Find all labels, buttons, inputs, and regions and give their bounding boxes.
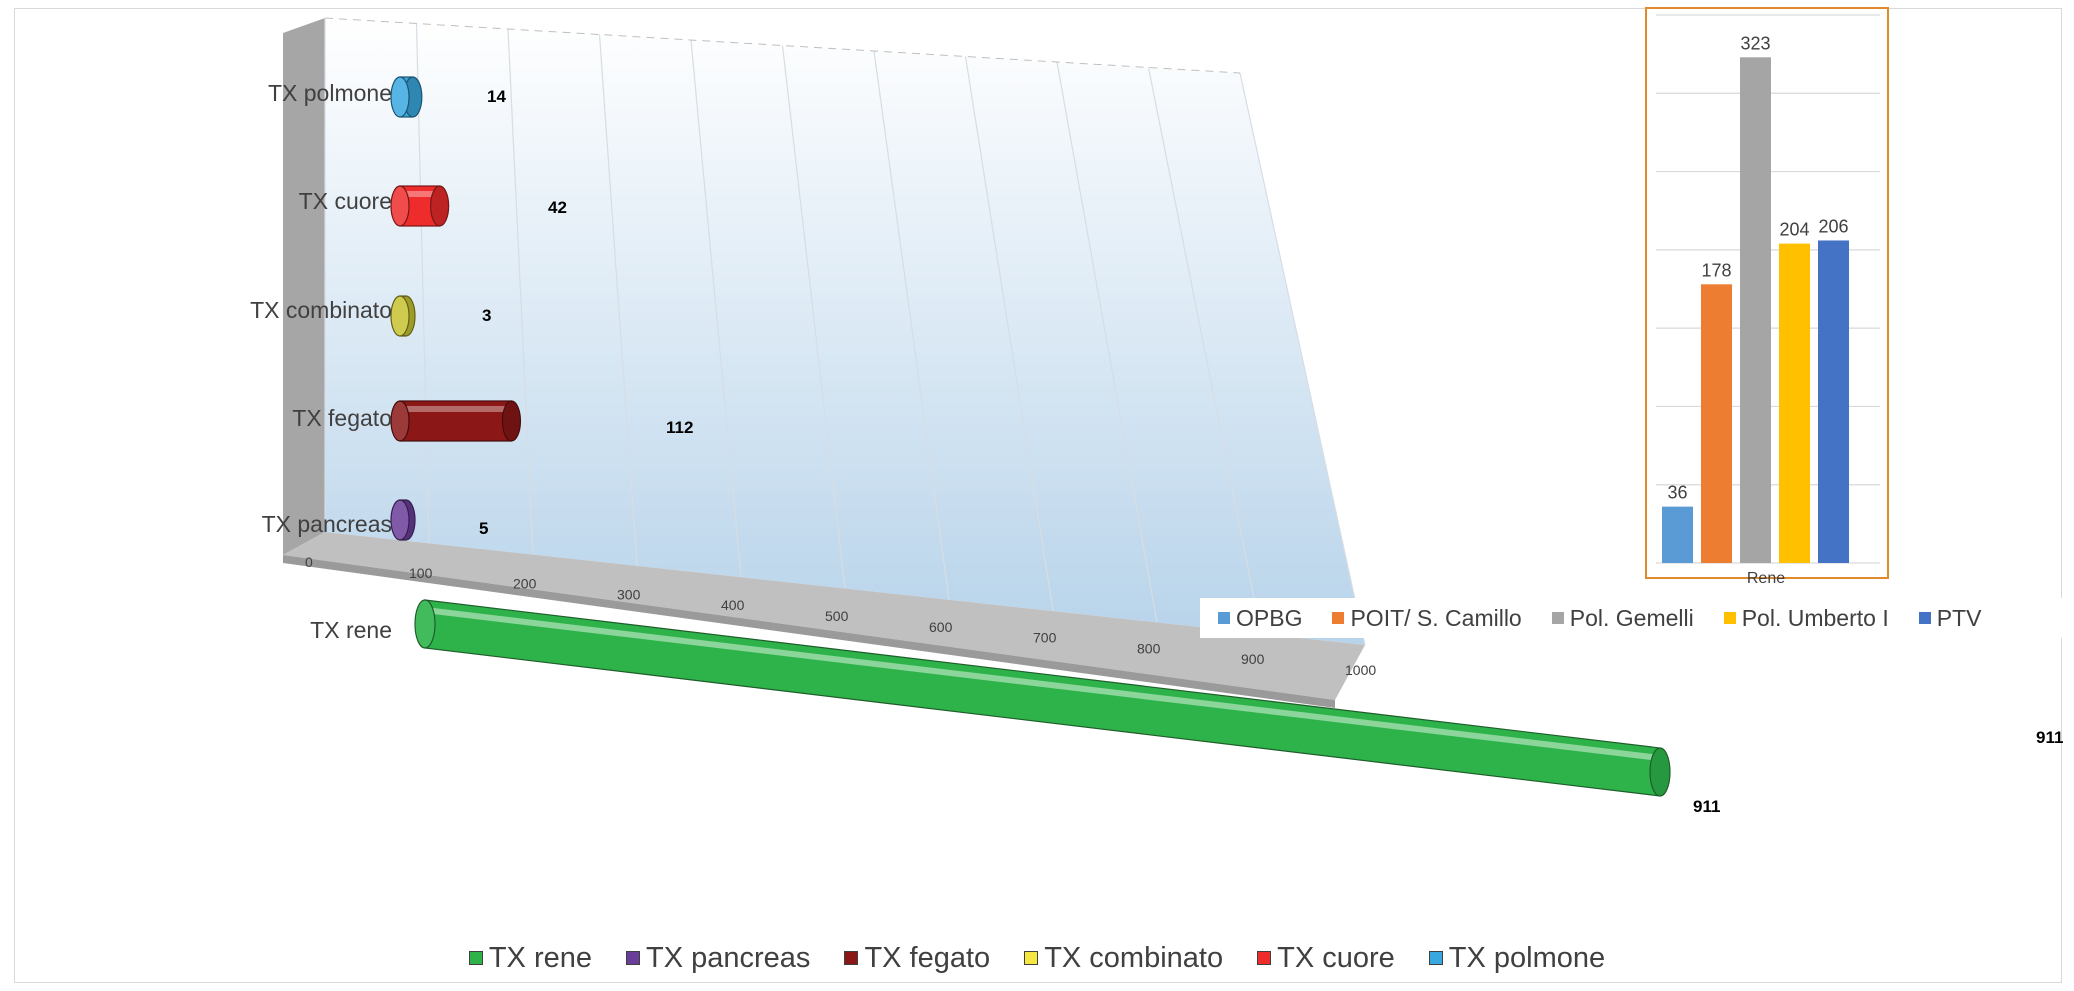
legend-label: TX polmone (1448, 941, 1606, 974)
bar-start-cap (390, 185, 410, 227)
data-label: 5 (479, 519, 488, 538)
legend-swatch (1332, 612, 1345, 624)
plot-floor-edge (283, 555, 1335, 708)
bar-highlight (400, 191, 440, 197)
gridline-900 (1147, 67, 1262, 634)
y-category-label: TX pancreas (262, 511, 392, 537)
bar-tx-rene-end (1649, 747, 1671, 797)
bar-start-cap (390, 76, 410, 118)
legend-label: POIT/ S. Camillo (1350, 604, 1522, 631)
legend-swatch (1918, 612, 1931, 624)
legend-label: Pol. Gemelli (1569, 604, 1694, 631)
y-category-label: TX combinato (250, 297, 392, 323)
plot-floor (283, 532, 1365, 700)
gridline-400 (690, 39, 742, 578)
data-label: 14 (487, 87, 506, 106)
legend-item: TX fegato (844, 942, 990, 975)
x-tick-label: 0 (305, 554, 313, 570)
y-category-label: TX cuore (299, 188, 392, 214)
legend-swatch (1551, 612, 1564, 624)
y-category-label: TX fegato (292, 405, 392, 431)
data-label: 42 (548, 198, 567, 217)
legend-item: TX rene (468, 941, 593, 975)
inset-legend: OPBG POIT/ S. Camillo Pol. Gemelli Pol. Umb… (1200, 598, 2074, 638)
bar-highlight (400, 406, 512, 412)
legend-item: TX combinato (1024, 942, 1223, 975)
legend-label: TX rene (488, 941, 593, 974)
legend-label: Pol. Umberto I (1741, 604, 1889, 631)
legend-item: TX cuore (1257, 942, 1395, 975)
x-tick-label: 600 (929, 619, 953, 635)
legend-label: OPBG (1236, 604, 1303, 631)
bar-end-cap (501, 400, 522, 442)
legend-swatch (1723, 612, 1736, 624)
inset-legend-item: Pol. Gemelli (1551, 604, 1694, 632)
y-category-label: TX rene (310, 617, 392, 643)
gridline-200 (507, 28, 534, 555)
gridline-600 (873, 50, 950, 600)
bar-tx-rene-highlight (424, 607, 1661, 761)
x-tick-label: 300 (617, 586, 641, 602)
x-tick-label: 100 (409, 565, 433, 581)
plot-back-wall (325, 18, 1365, 645)
x-tick-label: 900 (1241, 651, 1265, 667)
main-legend: TX rene TX pancreas TX fegato TX combinato T… (0, 938, 2074, 978)
legend-swatch (1218, 612, 1230, 624)
gridline-300 (598, 34, 638, 566)
gridline-800 (1056, 61, 1158, 623)
bar-start-cap (390, 295, 410, 337)
x-tick-label: 400 (721, 597, 745, 613)
x-tick-label: 700 (1033, 630, 1057, 646)
legend-label: PTV (1936, 604, 1982, 631)
legend-label: TX combinato (1044, 941, 1224, 974)
legend-label: TX cuore (1277, 941, 1395, 974)
x-tick-label: 800 (1137, 640, 1161, 656)
legend-item: TX polmone (1428, 941, 1606, 975)
inset-legend-item: POIT/ S. Camillo (1332, 604, 1522, 632)
inset-legend-item: Pol. Umberto I (1723, 604, 1889, 632)
bar-start-cap (390, 499, 410, 541)
bar-tx-rene-cap (414, 599, 436, 649)
data-label: 3 (482, 306, 491, 325)
inset-legend-item: OPBG (1218, 605, 1302, 632)
gridline-1000 (1239, 72, 1366, 646)
legend-swatch (626, 951, 641, 965)
inset-legend-item: PTV (1918, 604, 1982, 632)
legend-swatch (1257, 951, 1272, 965)
legend-swatch (1024, 951, 1039, 965)
bar-end-cap (430, 185, 450, 227)
chart-frame (14, 8, 2062, 983)
legend-swatch (468, 951, 483, 965)
legend-label: TX pancreas (646, 941, 811, 974)
stray-data-label: 911 (2036, 728, 2064, 747)
bar-start-cap (390, 400, 410, 442)
data-label: 112 (666, 418, 693, 437)
plot-side-wall (283, 18, 325, 555)
legend-item: TX pancreas (626, 942, 810, 975)
gridline-700 (964, 56, 1054, 612)
x-tick-label: 1000 (1345, 662, 1376, 678)
legend-swatch (1428, 951, 1443, 965)
plot-top-edge (324, 17, 1241, 74)
y-category-label: TX polmone (268, 80, 392, 106)
legend-label: TX fegato (864, 941, 991, 974)
x-tick-label: 500 (825, 608, 849, 624)
data-label: 911 (1693, 797, 1720, 816)
gridline-500 (781, 45, 846, 589)
x-tick-label: 200 (513, 576, 537, 592)
legend-swatch (844, 951, 859, 965)
